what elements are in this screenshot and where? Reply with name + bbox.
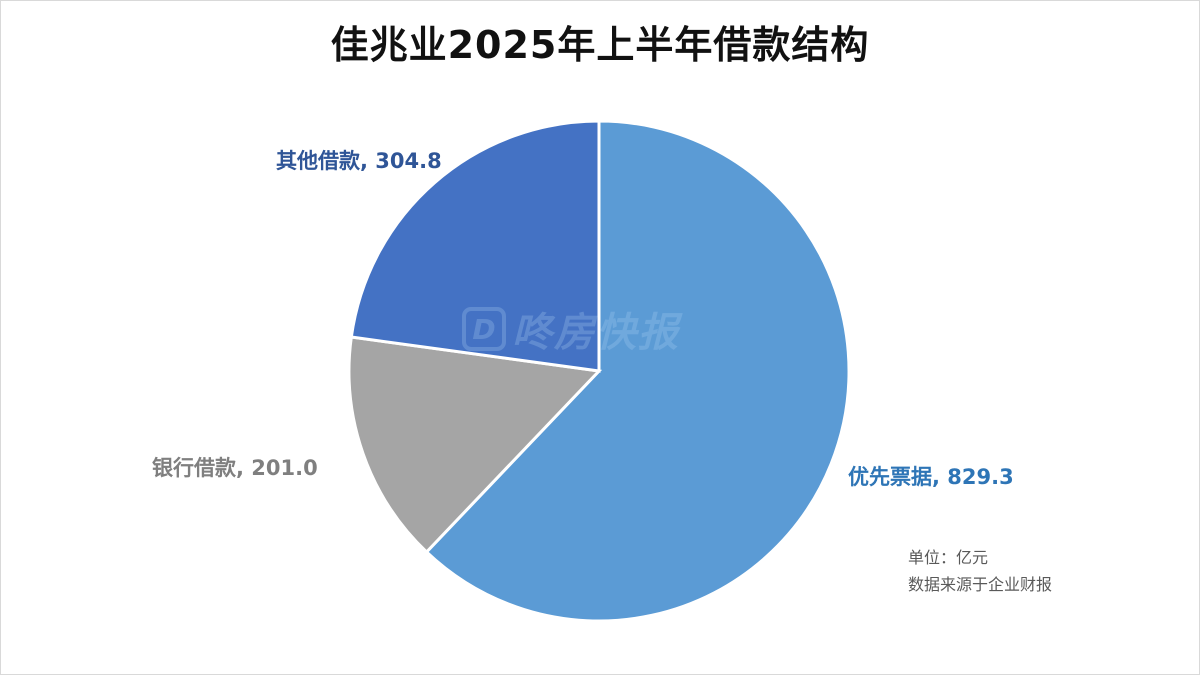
pie-slice-1 [347, 335, 603, 555]
pie-slice-0 [424, 119, 851, 623]
watermark-text: 咚房快报 [512, 310, 680, 356]
source-note: 数据来源于企业财报 [908, 575, 1053, 594]
chart-title: 佳兆业2025年上半年借款结构 [330, 23, 870, 67]
unit-note: 单位：亿元 [908, 548, 989, 567]
pie-slices [347, 119, 851, 623]
pie-slice-2 [349, 119, 601, 373]
watermark-logo-icon: D [462, 307, 506, 351]
slice-label-youxian-piaoju: 优先票据, 829.3 [848, 465, 1014, 489]
slice-label-qita-jiekuan: 其他借款, 304.8 [276, 149, 442, 173]
watermark: D 咚房快报 [462, 300, 680, 358]
slice-label-yinhang-jiekuan: 银行借款, 201.0 [152, 456, 318, 480]
